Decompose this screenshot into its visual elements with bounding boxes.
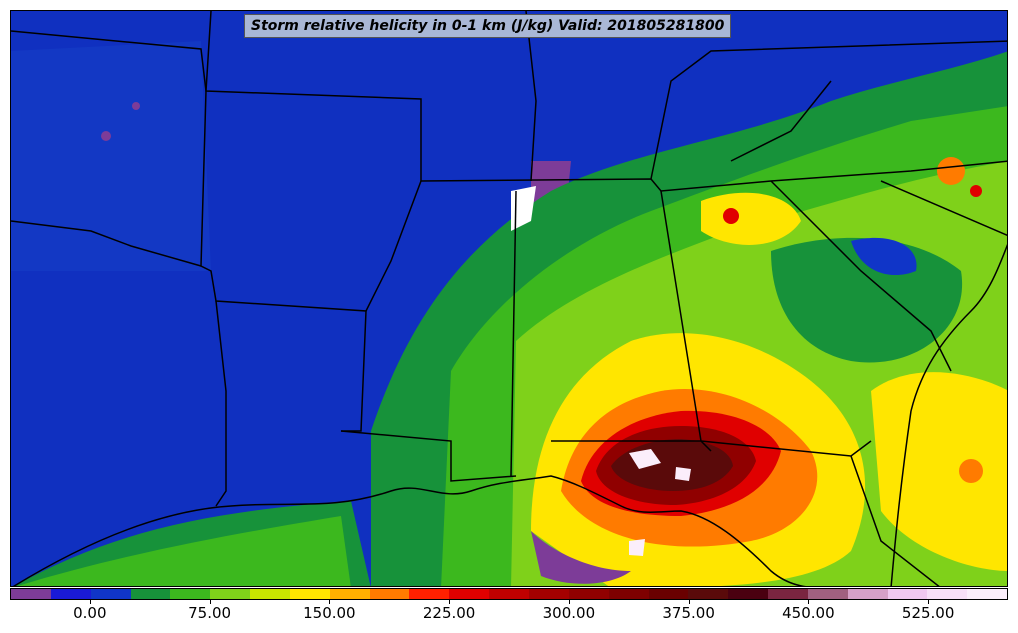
colorbar-swatch xyxy=(210,589,251,599)
colorbar xyxy=(10,588,1008,600)
field-red-spot xyxy=(970,185,982,197)
colorbar-swatch xyxy=(728,589,769,599)
colorbar-tick-mark xyxy=(89,600,91,604)
field-yellow-east xyxy=(871,372,1007,571)
gulf-coastline xyxy=(12,475,807,586)
colorbar-swatch xyxy=(847,589,888,599)
field-orange-spot xyxy=(937,157,965,185)
colorbar-tick-label: 0.00 xyxy=(73,604,107,622)
colorbar-swatch xyxy=(608,589,649,599)
colorbar-swatch xyxy=(927,589,968,599)
colorbar-swatch xyxy=(170,589,211,599)
colorbar-swatch xyxy=(489,589,529,599)
colorbar-tick-mark xyxy=(688,600,690,604)
colorbar-swatch xyxy=(130,589,171,599)
colorbar-tick-mark xyxy=(808,600,810,604)
colorbar-tick-label: 375.00 xyxy=(662,604,715,622)
colorbar-tick-label: 300.00 xyxy=(542,604,596,622)
colorbar-swatch xyxy=(250,589,290,599)
atlantic-coastline xyxy=(890,244,1007,586)
field-purple-spot xyxy=(132,102,140,110)
colorbar-swatch xyxy=(807,589,848,599)
colorbar-swatch xyxy=(90,589,131,599)
colorbar-swatch xyxy=(887,589,928,599)
colorbar-swatch xyxy=(409,589,450,599)
field-extreme-patch xyxy=(675,467,691,481)
colorbar-tick-label: 75.00 xyxy=(188,604,232,622)
field-extreme-patch xyxy=(629,449,661,469)
colorbar-swatch xyxy=(568,589,609,599)
colorbar-tick-label: 225.00 xyxy=(422,604,476,622)
colorbar-swatch xyxy=(768,589,808,599)
field-yellow-north xyxy=(701,192,801,245)
helicity-map xyxy=(11,11,1007,586)
field-white-patch xyxy=(511,186,536,231)
field-negative-swirl xyxy=(531,531,631,584)
colorbar-tick-label: 450.00 xyxy=(782,604,835,622)
colorbar-swatch xyxy=(967,589,1008,599)
field-west-zone xyxy=(11,41,211,271)
colorbar-swatch xyxy=(688,589,729,599)
map-panel xyxy=(10,10,1008,587)
colorbar-tick-mark xyxy=(928,600,930,604)
field-coastal-lightgreen xyxy=(17,516,351,586)
colorbar-swatch xyxy=(11,589,51,599)
field-orange-spot xyxy=(959,459,983,483)
colorbar-tick-mark xyxy=(449,600,451,604)
colorbar-ticks: 0.00 75.00 150.00 225.00 300.00 375.00 450.00 5… xyxy=(10,600,1008,630)
colorbar-tick-mark xyxy=(329,600,331,604)
colorbar-swatch xyxy=(528,589,569,599)
state-boundaries xyxy=(11,11,1007,586)
colorbar-swatch xyxy=(329,589,370,599)
colorbar-swatch xyxy=(289,589,330,599)
colorbar-tick-mark xyxy=(568,600,570,604)
colorbar-swatch xyxy=(50,589,91,599)
colorbar-tick-label: 525.00 xyxy=(901,604,955,622)
field-red-spot xyxy=(723,208,739,224)
colorbar-swatch xyxy=(648,589,689,599)
colorbar-tick-label: 150.00 xyxy=(303,604,356,622)
field-extreme-patch xyxy=(629,539,645,556)
map-title: Storm relative helicity in 0-1 km (J/kg)… xyxy=(244,14,732,38)
field-purple-spot xyxy=(101,131,111,141)
colorbar-swatch xyxy=(369,589,410,599)
colorbar-swatch xyxy=(449,589,490,599)
field-blue-pocket xyxy=(851,237,917,276)
colorbar-tick-mark xyxy=(209,600,211,604)
